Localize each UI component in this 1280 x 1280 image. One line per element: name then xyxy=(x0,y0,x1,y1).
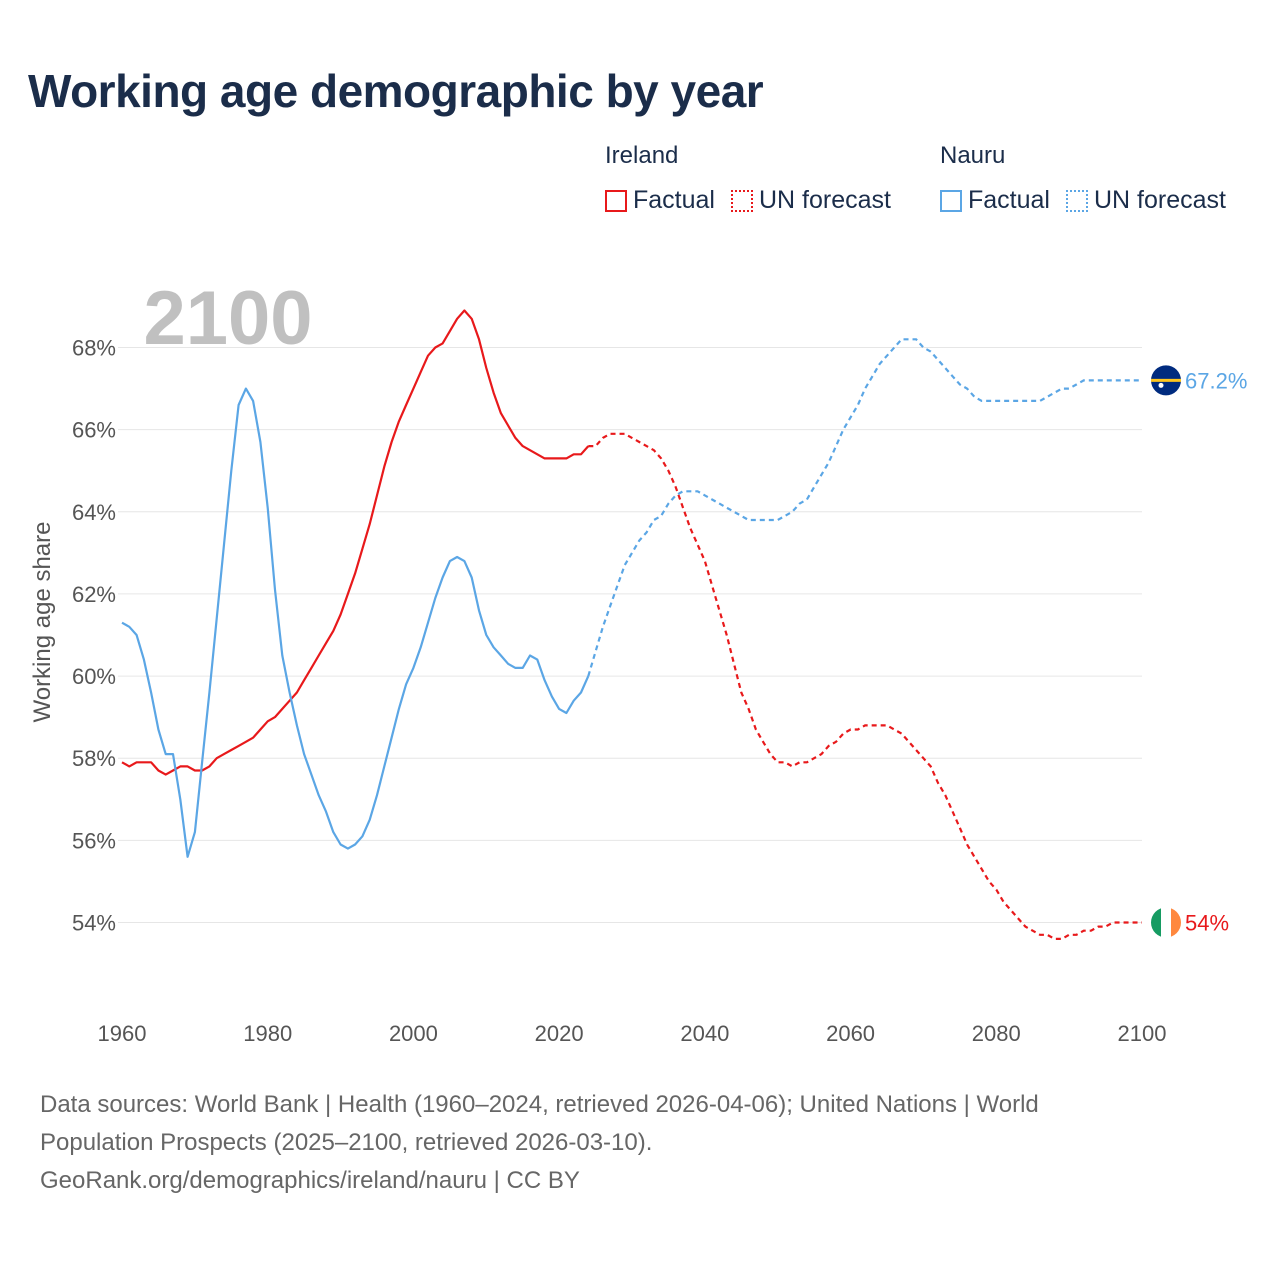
y-tick-label: 68% xyxy=(72,336,116,361)
legend-group-name: Nauru xyxy=(940,142,1006,169)
y-axis-label: Working age share xyxy=(29,522,56,723)
x-tick-label: 1980 xyxy=(243,1021,292,1046)
y-tick-label: 54% xyxy=(72,911,116,936)
legend-swatch-dotted xyxy=(1065,189,1088,212)
data-sources: Data sources: World Bank | Health (1960–… xyxy=(40,1086,1150,1200)
nauru-factual-line xyxy=(121,387,590,858)
y-tick-label: 56% xyxy=(72,828,116,853)
x-tick-label: 1960 xyxy=(98,1021,147,1046)
ireland-factual-line xyxy=(121,309,590,776)
y-tick-label: 60% xyxy=(72,664,116,689)
legend-item-nauru-forecast[interactable]: UN forecast xyxy=(1065,186,1226,215)
y-tick-label: 66% xyxy=(72,418,116,443)
sources-line-3[interactable]: GeoRank.org/demographics/ireland/nauru |… xyxy=(40,1167,580,1194)
legend-group-name: Ireland xyxy=(605,142,679,169)
ireland-flag-icon xyxy=(1151,907,1181,938)
y-tick-label: 62% xyxy=(72,582,116,607)
legend-label: Factual xyxy=(968,186,1050,214)
y-tick-label: 64% xyxy=(72,500,116,525)
nauru-flag-icon xyxy=(1151,365,1181,396)
legend-label: UN forecast xyxy=(758,186,891,214)
legend-swatch-solid xyxy=(605,189,627,212)
legend-swatch-solid xyxy=(940,189,962,212)
chart-title: Working age demographic by year xyxy=(28,65,764,117)
year-watermark: 2100 xyxy=(143,276,312,361)
line-chart: 2100 Working age share 54% 56% 58% 60% 62% 64… xyxy=(29,276,1247,1046)
y-tick-label: 58% xyxy=(72,746,116,771)
legend-label: UN forecast xyxy=(1093,186,1226,214)
legend-item-ireland-factual[interactable]: Factual xyxy=(605,186,715,215)
x-tick-label: 2100 xyxy=(1118,1021,1167,1046)
x-tick-label: 2000 xyxy=(389,1021,438,1046)
legend-swatch-dotted xyxy=(730,189,753,212)
legend-item-ireland-forecast[interactable]: UN forecast xyxy=(730,186,891,215)
legend-item-nauru-factual[interactable]: Factual xyxy=(940,186,1050,215)
x-tick-label: 2040 xyxy=(680,1021,729,1046)
sources-line-2: Population Prospects (2025–2100, retriev… xyxy=(40,1129,653,1156)
legend-group-ireland: Ireland Factual UN forecast xyxy=(605,142,907,215)
x-tick-label: 2020 xyxy=(535,1021,584,1046)
legend-group-nauru: Nauru Factual UN forecast xyxy=(940,142,1242,215)
legend-label: Factual xyxy=(633,186,715,214)
sources-line-1: Data sources: World Bank | Health (1960–… xyxy=(40,1091,1039,1118)
nauru-forecast-line xyxy=(587,338,1142,677)
x-tick-label: 2080 xyxy=(972,1021,1021,1046)
x-tick-label: 2060 xyxy=(826,1021,875,1046)
nauru-end-label: 67.2% xyxy=(1185,368,1247,393)
ireland-end-label: 54% xyxy=(1185,911,1229,936)
ireland-forecast-line xyxy=(588,432,1142,940)
